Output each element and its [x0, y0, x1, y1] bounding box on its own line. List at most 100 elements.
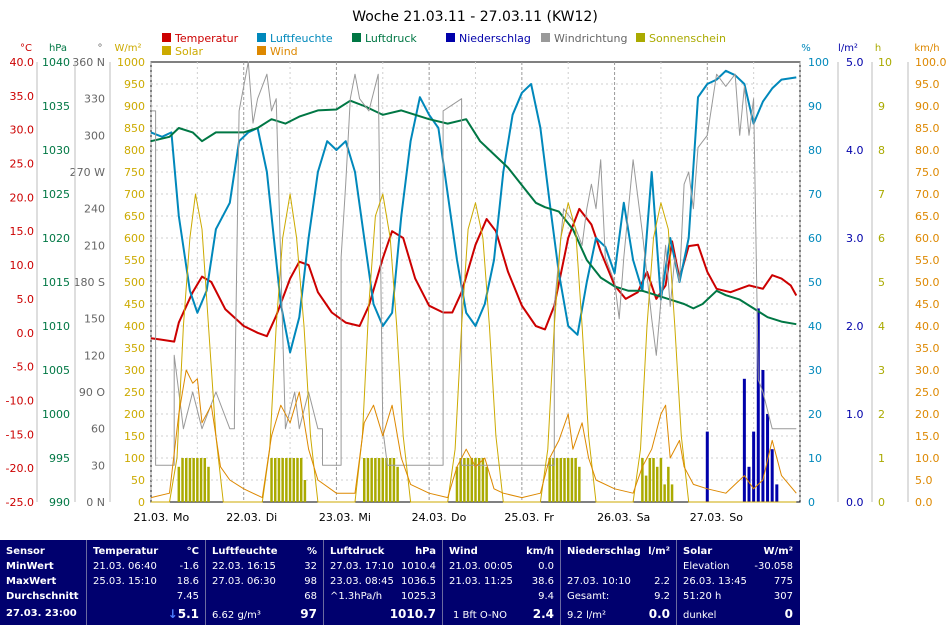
bar-sonnenschein — [181, 458, 184, 502]
x-tick-dow: Fr — [544, 511, 555, 524]
solar-state: dunkel — [683, 610, 717, 621]
wind-max-time: 21.03. 11:25 — [449, 576, 513, 587]
axis-tick-left: 1000 — [42, 408, 70, 421]
axis-tick-right: 3.0 — [846, 232, 864, 245]
axis-tick-right: 1.0 — [846, 408, 864, 421]
press-current-value: 1010.7 — [389, 607, 436, 621]
bar-sonnenschein — [574, 458, 577, 502]
axis-tick-right: 90 — [808, 100, 822, 113]
axis-tick-right: 25.0 — [915, 386, 940, 399]
legend-label-solar: Solar — [175, 45, 204, 58]
bar-sonnenschein — [199, 458, 203, 502]
axis-tick-left: 0 N — [86, 496, 105, 509]
axis-tick-right: 80 — [808, 144, 822, 157]
solar-header: Solar — [683, 546, 713, 557]
series-solar — [151, 193, 797, 503]
wind-min-time: 21.03. 00:05 — [449, 561, 513, 572]
axis-tick-right: 10 — [808, 452, 822, 465]
press-avg-value: 1025.3 — [401, 591, 436, 602]
rain-max-value: 2.2 — [654, 576, 670, 587]
axis-tick-right: 10 — [878, 56, 892, 69]
axis-tick-right: 10.0 — [915, 452, 940, 465]
axis-tick-right: 60 — [808, 232, 822, 245]
x-tick-label: 22.03. — [226, 511, 261, 524]
wind-avg-value: 9.4 — [538, 591, 554, 602]
hum-header: Luftfeuchte — [212, 546, 278, 557]
axis-tick-right: 0.0 — [846, 496, 864, 509]
bar-sonnenschein — [474, 458, 477, 502]
rain-total-label: Gesamt: — [567, 591, 610, 602]
axis-tick-left: -5.0 — [13, 361, 34, 374]
hum-current-value: 97 — [300, 607, 317, 621]
bar-sonnenschein — [555, 458, 559, 502]
x-tick-label: 21.03. — [134, 511, 169, 524]
bar-sonnenschein — [466, 458, 470, 502]
axis-tick-right: 5.0 — [915, 474, 933, 487]
axis-tick-left: 360 N — [72, 56, 105, 69]
wind-current-value: 2.4 — [532, 607, 554, 621]
bar-sonnenschein — [270, 458, 273, 502]
temp-avg-value: 7.45 — [176, 591, 199, 602]
wind-header: Wind — [449, 546, 478, 557]
axis-unit-right-1: l/m² — [838, 43, 858, 54]
bar-sonnenschein — [396, 466, 399, 502]
bar-sonnenschein — [362, 458, 366, 502]
current-time: 27.03. 23:00 — [6, 608, 77, 619]
chart-title: Woche 21.03.11 - 27.03.11 (KW12) — [352, 9, 598, 25]
axis-tick-left: 1005 — [42, 364, 70, 377]
rain-header: Niederschlag — [567, 546, 641, 557]
axis-tick-left: 40.0 — [10, 56, 35, 69]
min-label: MinWert — [6, 561, 54, 572]
bar-niederschlag — [742, 378, 746, 502]
axis-tick-left: 650 — [124, 210, 145, 223]
rain-total-value: 9.2 — [654, 591, 670, 602]
x-tick-dow: Mi — [358, 511, 371, 524]
x-tick-label: 23.03. — [319, 511, 354, 524]
bar-sonnenschein — [281, 458, 284, 502]
axis-tick-right: 95.0 — [915, 78, 940, 91]
x-tick-label: 25.03. — [504, 511, 539, 524]
legend-swatch-luftdruck — [352, 33, 361, 42]
legend-swatch-temperatur — [162, 33, 171, 42]
sensor-header: Sensor — [6, 546, 45, 557]
axis-unit-3: W/m² — [114, 43, 141, 54]
bar-sonnenschein — [273, 458, 277, 502]
axis-tick-left: 30 — [91, 459, 105, 472]
bar-sonnenschein — [563, 458, 566, 502]
temp-header: Temperatur — [93, 546, 159, 557]
legend-swatch-sonnenschein — [636, 33, 645, 42]
solar-avg-value: 307 — [773, 591, 793, 602]
axis-unit-1: hPa — [49, 43, 67, 54]
bar-sonnenschein — [192, 458, 195, 502]
temp-unit: °C — [186, 546, 199, 557]
trend-down-icon: ↓ — [167, 607, 178, 621]
axis-tick-left: 550 — [124, 254, 145, 267]
bar-sonnenschein — [663, 484, 666, 502]
bar-sonnenschein — [203, 458, 207, 502]
bar-niederschlag — [752, 431, 756, 502]
axis-tick-right: 6 — [878, 232, 885, 245]
series-luftdruck — [150, 99, 797, 326]
solar-unit: W/m² — [763, 546, 793, 557]
bar-sonnenschein — [184, 458, 188, 502]
axis-tick-left: -10.0 — [6, 394, 34, 407]
bar-sonnenschein — [388, 458, 392, 502]
series-wind — [150, 369, 797, 499]
series-luftfeuchte — [150, 69, 797, 354]
max-label: MaxWert — [6, 576, 57, 587]
bar-sonnenschein — [296, 458, 299, 502]
solar-max-value: 775 — [773, 576, 793, 587]
axis-tick-left: 150 — [84, 313, 105, 326]
axis-tick-right: 85.0 — [915, 122, 940, 135]
legend-swatch-wind — [257, 46, 266, 55]
series-windrichtung — [151, 61, 797, 466]
axis-tick-right: 100 — [808, 56, 829, 69]
axis-tick-left: 1020 — [42, 232, 70, 245]
bar-sonnenschein — [463, 458, 466, 502]
solar-max-time: 26.03. 13:45 — [683, 576, 747, 587]
legend-label-sonnenschein: Sonnenschein — [649, 32, 726, 45]
rain-unit: l/m² — [648, 546, 670, 557]
bar-niederschlag — [761, 370, 765, 502]
weather-chart: Woche 21.03.11 - 27.03.11 (KW12) Temperat… — [6, 9, 947, 524]
axis-tick-right: 15.0 — [915, 430, 940, 443]
